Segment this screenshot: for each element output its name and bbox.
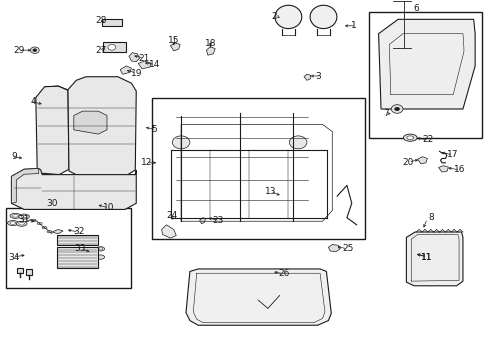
Bar [17, 267, 23, 273]
Text: 12: 12 [140, 158, 152, 167]
Text: 3: 3 [315, 72, 320, 81]
Bar [103, 42, 126, 51]
Ellipse shape [19, 214, 29, 219]
Text: 11: 11 [420, 253, 431, 262]
Polygon shape [199, 218, 205, 224]
Ellipse shape [99, 248, 102, 250]
Bar [57, 234, 98, 245]
Text: 21: 21 [138, 54, 149, 63]
Circle shape [30, 47, 39, 53]
Ellipse shape [16, 221, 27, 226]
Polygon shape [138, 61, 151, 69]
Polygon shape [68, 77, 136, 176]
Text: 11: 11 [420, 253, 431, 262]
Text: 29: 29 [14, 46, 25, 55]
Bar [152, 98, 365, 239]
Polygon shape [438, 166, 447, 172]
Text: 16: 16 [453, 166, 465, 175]
Circle shape [394, 107, 399, 111]
Circle shape [172, 136, 189, 149]
Ellipse shape [42, 226, 47, 229]
Ellipse shape [97, 247, 104, 251]
Text: 25: 25 [341, 244, 353, 253]
Bar [102, 19, 122, 26]
Ellipse shape [406, 136, 413, 139]
Bar [26, 269, 32, 275]
Polygon shape [74, 111, 107, 134]
Polygon shape [304, 74, 310, 80]
Ellipse shape [12, 215, 18, 217]
Text: 15: 15 [168, 36, 179, 45]
Polygon shape [52, 229, 63, 234]
Text: 6: 6 [412, 4, 418, 13]
Polygon shape [406, 232, 462, 286]
Circle shape [390, 105, 402, 113]
Polygon shape [11, 168, 136, 210]
Polygon shape [206, 46, 215, 55]
Polygon shape [185, 269, 330, 325]
Ellipse shape [403, 134, 416, 141]
Text: 19: 19 [131, 69, 142, 78]
Text: 20: 20 [402, 158, 413, 167]
Polygon shape [129, 53, 140, 62]
Text: 34: 34 [8, 253, 19, 262]
Text: 14: 14 [149, 60, 161, 69]
Polygon shape [11, 168, 39, 203]
Ellipse shape [47, 230, 52, 233]
Circle shape [33, 49, 37, 51]
Polygon shape [161, 225, 176, 238]
Text: 18: 18 [204, 39, 216, 48]
Circle shape [289, 136, 306, 149]
Text: 10: 10 [103, 203, 114, 212]
Text: 31: 31 [19, 215, 30, 224]
Text: 24: 24 [166, 211, 178, 220]
Circle shape [108, 44, 116, 50]
Ellipse shape [19, 222, 24, 225]
Text: 17: 17 [447, 150, 458, 159]
Text: 22: 22 [421, 135, 432, 144]
Text: 9: 9 [12, 152, 17, 161]
Polygon shape [170, 43, 180, 51]
Text: 5: 5 [151, 125, 156, 134]
Text: 27: 27 [96, 46, 107, 55]
Polygon shape [417, 157, 427, 164]
Text: 26: 26 [278, 269, 289, 278]
Text: 30: 30 [46, 199, 58, 208]
Text: 23: 23 [212, 216, 224, 225]
Text: 2: 2 [271, 12, 276, 21]
Ellipse shape [21, 215, 27, 218]
Bar [57, 247, 98, 268]
Text: 32: 32 [73, 228, 84, 237]
Ellipse shape [37, 222, 42, 225]
Polygon shape [120, 66, 131, 74]
Ellipse shape [309, 5, 336, 28]
Ellipse shape [274, 5, 301, 28]
Polygon shape [378, 19, 474, 109]
Ellipse shape [10, 222, 16, 224]
Bar [5, 208, 131, 288]
Text: 28: 28 [96, 16, 107, 25]
Polygon shape [36, 86, 69, 175]
Ellipse shape [31, 219, 36, 221]
Ellipse shape [7, 221, 18, 226]
Ellipse shape [97, 255, 104, 259]
Polygon shape [328, 244, 339, 252]
Text: 4: 4 [30, 96, 36, 105]
Text: 13: 13 [264, 187, 276, 196]
Text: 8: 8 [428, 213, 434, 222]
Text: 1: 1 [350, 21, 356, 30]
Text: 7: 7 [382, 109, 388, 118]
Ellipse shape [10, 213, 20, 219]
Text: 33: 33 [74, 244, 86, 253]
Bar [368, 12, 482, 138]
